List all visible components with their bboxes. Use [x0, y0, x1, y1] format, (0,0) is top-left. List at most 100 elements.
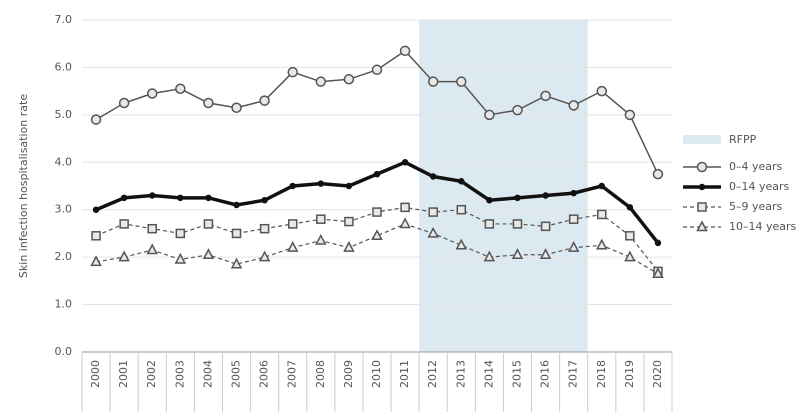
data-point	[512, 219, 523, 229]
data-point	[428, 207, 438, 217]
legend-marker	[697, 202, 707, 212]
data-point	[401, 159, 409, 166]
data-point	[567, 241, 580, 252]
x-tick-label: 2005	[230, 360, 243, 388]
legend-swatch	[683, 135, 721, 144]
data-point	[175, 83, 186, 95]
x-tick-label: 2010	[370, 360, 383, 388]
data-point	[316, 214, 326, 224]
x-tick-label: 2017	[567, 360, 580, 388]
data-point	[624, 250, 636, 262]
legend-label: 0–4 years	[729, 160, 783, 173]
data-point	[539, 248, 552, 260]
x-tick-label: 2001	[117, 360, 130, 388]
data-point	[345, 182, 353, 190]
data-point	[654, 239, 662, 247]
y-tick-label: 6.0	[55, 60, 73, 73]
legend-label: 10–14 years	[729, 220, 797, 233]
y-tick-label: 2.0	[55, 250, 73, 263]
x-tick-label: 2014	[482, 360, 495, 388]
x-tick-label: 2007	[286, 360, 299, 388]
legend-marker	[698, 183, 706, 191]
data-point	[597, 209, 607, 220]
data-point	[400, 202, 410, 213]
x-tick-label: 2019	[623, 360, 636, 388]
data-point	[317, 180, 325, 187]
x-tick-label: 2000	[89, 360, 102, 388]
data-point	[90, 255, 102, 267]
data-point	[540, 221, 551, 232]
data-point	[626, 204, 634, 211]
data-point	[231, 228, 242, 239]
x-tick-label: 2008	[314, 360, 327, 388]
y-tick-label: 1.0	[55, 298, 73, 311]
data-point	[315, 76, 327, 87]
data-point	[146, 243, 158, 255]
data-point	[484, 219, 495, 229]
data-point	[568, 100, 579, 111]
data-point	[259, 223, 270, 234]
data-point	[261, 196, 268, 204]
data-point	[90, 114, 102, 125]
data-point	[371, 229, 383, 241]
legend-label: 0–14 years	[729, 180, 790, 193]
y-tick-label: 5.0	[55, 108, 73, 121]
data-point	[399, 45, 411, 57]
data-point	[373, 170, 381, 178]
data-point	[540, 90, 551, 102]
x-tick-label: 2004	[201, 360, 214, 388]
legend-label: 5–9 years	[729, 200, 783, 213]
data-point	[119, 219, 129, 229]
x-tick-label: 2020	[651, 360, 664, 388]
data-point	[203, 219, 214, 229]
data-point	[596, 238, 608, 250]
data-point	[343, 74, 355, 85]
data-point	[315, 233, 327, 245]
data-point	[429, 173, 437, 180]
shaded-region	[419, 20, 588, 352]
data-point	[514, 194, 521, 202]
data-point	[625, 231, 635, 241]
x-tick-label: 2011	[398, 360, 411, 388]
x-tick-label: 2015	[510, 360, 523, 388]
data-point	[177, 194, 184, 202]
data-point	[624, 109, 636, 121]
x-tick-label: 2013	[454, 360, 467, 388]
data-point	[92, 206, 100, 213]
data-point	[259, 95, 270, 106]
data-point	[458, 178, 465, 185]
data-point	[343, 241, 355, 252]
data-point	[399, 217, 411, 229]
data-point	[289, 182, 296, 190]
data-point	[287, 219, 298, 229]
data-point	[598, 182, 606, 190]
data-point	[511, 248, 524, 260]
data-point	[542, 192, 549, 199]
data-point	[427, 226, 439, 238]
data-point	[233, 201, 240, 209]
x-tick-label: 2018	[595, 360, 608, 388]
y-tick-label: 7.0	[55, 13, 73, 26]
data-point	[456, 204, 467, 215]
y-tick-label: 4.0	[55, 155, 73, 168]
data-point	[371, 64, 383, 76]
data-point	[483, 250, 496, 262]
data-point	[652, 168, 664, 180]
y-tick-label: 0.0	[55, 345, 73, 358]
data-point	[175, 228, 186, 239]
data-point	[570, 189, 577, 197]
data-point	[486, 196, 493, 204]
y-tick-label: 3.0	[55, 203, 73, 216]
data-point	[596, 85, 608, 97]
legend-marker	[696, 220, 708, 232]
data-point	[455, 238, 468, 250]
x-tick-label: 2012	[426, 360, 439, 388]
x-tick-label: 2006	[258, 360, 271, 388]
x-tick-label: 2003	[173, 360, 186, 388]
data-point	[287, 66, 298, 78]
x-tick-label: 2009	[342, 360, 355, 388]
y-axis-label: Skin infection hospitalisation rate	[17, 94, 30, 278]
data-point	[231, 102, 242, 113]
data-point	[286, 241, 299, 252]
